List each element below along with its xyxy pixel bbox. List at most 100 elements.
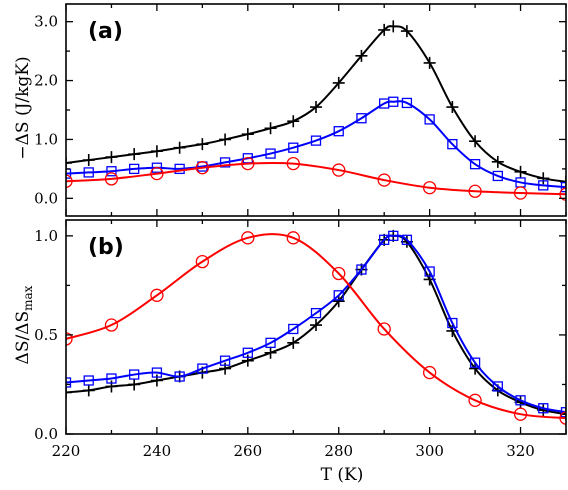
panel-a-y-tick-label-0: 0.0 [34, 189, 58, 207]
panel-a-point-plus-5 [173, 141, 186, 154]
panel-b-x-tick-label-0: 220 [52, 442, 81, 460]
panel-a-point-plus-15 [387, 20, 400, 33]
panel-b-point-square-9 [265, 337, 276, 349]
panel-b-point-square-5 [174, 371, 185, 382]
panel-b: 0.0 0.5 1.0 220 240 260 280 300 320 (b) ΔS/ΔSmax… [13, 219, 567, 485]
panel-a-point-square-11 [310, 135, 322, 146]
panel-b-series-circle [66, 231, 566, 425]
panel-a-point-plus-13 [355, 49, 368, 62]
panel-a-y-axis-title: −ΔS (J/kgK) [13, 56, 33, 159]
panel-a-point-plus-14 [378, 23, 391, 36]
panel-b-point-plus-3 [128, 378, 141, 391]
panel-a: 0.0 1.0 2.0 3.0 (a) −ΔS (J/kgK) [13, 3, 567, 217]
panel-b-y-tick-label-0: 0.0 [34, 425, 58, 443]
panel-a-point-plus-19 [469, 135, 482, 148]
panel-a-point-square-18 [447, 139, 458, 150]
panel-b-point-square-21 [515, 395, 526, 406]
panel-a-point-plus-8 [241, 128, 254, 141]
panel-b-point-square-4 [151, 367, 163, 378]
panel-b-point-plus-12 [332, 295, 345, 308]
panel-a-point-square-5 [174, 163, 185, 175]
panel-b-series-square [66, 230, 566, 418]
panel-a-point-square-7 [219, 157, 231, 168]
panel-b-frame [65, 219, 567, 435]
panel-a-point-square-12 [333, 126, 344, 137]
panel-a-point-plus-21 [514, 165, 527, 178]
panel-b-plot-area: 0.0 0.5 1.0 220 240 260 280 300 320 [34, 219, 567, 460]
panel-a-point-square-22 [538, 180, 549, 191]
panel-a-point-circle-8 [422, 181, 437, 195]
panel-b-x-tick-label-3: 280 [324, 442, 353, 460]
panel-b-x-tick-label-4: 300 [415, 442, 444, 460]
panel-a-point-plus-17 [423, 56, 436, 69]
panel-a-point-plus-18 [446, 101, 459, 114]
panel-b-point-square-23 [560, 407, 566, 418]
panel-a-point-plus-0 [66, 157, 72, 169]
panel-b-point-circle-6 [332, 266, 346, 281]
panel-a-point-circle-1 [104, 172, 119, 186]
panel-b-x-tick-label-2: 260 [233, 442, 262, 460]
panel-a-point-square-9 [265, 148, 276, 159]
panel-a-point-square-15 [388, 96, 399, 107]
panel-b-point-square-11 [310, 307, 322, 319]
panel-b-line-square [66, 234, 566, 414]
panel-b-y-axis-title-main: ΔS/ΔS [13, 311, 33, 365]
panel-b-point-circle-11 [559, 411, 566, 425]
panel-a-point-circle-6 [332, 163, 346, 177]
panel-a-point-plus-7 [219, 133, 232, 146]
panel-a-point-square-19 [469, 159, 481, 170]
panel-a-point-circle-3 [195, 161, 210, 175]
panel-a-series-square [66, 96, 566, 193]
panel-b-point-circle-9 [468, 393, 482, 407]
panel-b-point-square-3 [129, 369, 140, 380]
panel-b-point-plus-1 [82, 384, 95, 397]
x-axis-title: T (K) [321, 465, 364, 485]
panel-a-y-tick-label-2: 2.0 [34, 72, 58, 90]
panel-a-point-square-20 [492, 170, 503, 182]
panel-b-y-axis-title-sub: max [21, 285, 35, 311]
panel-a-point-circle-0 [66, 174, 73, 188]
panel-b-y-tick-label-1: 0.5 [34, 326, 58, 344]
panel-a-series-plus [66, 20, 566, 188]
panel-a-point-circle-10 [513, 186, 528, 200]
panel-a-point-square-0 [66, 168, 72, 179]
panel-b-point-plus-9 [264, 346, 277, 359]
panel-a-point-square-17 [424, 114, 435, 125]
panel-b-point-circle-0 [66, 332, 73, 346]
panel-b-point-circle-2 [150, 288, 164, 302]
panel-b-point-circle-7 [377, 322, 391, 336]
panel-a-line-square [66, 100, 566, 189]
panel-b-point-square-22 [538, 403, 549, 414]
panel-b-point-square-13 [356, 264, 367, 275]
panel-b-point-square-0 [66, 377, 72, 388]
panel-a-line-circle [66, 161, 566, 196]
panel-a-y-tick-label-1: 1.0 [34, 130, 58, 148]
panel-a-point-square-1 [83, 167, 94, 178]
panel-b-y-axis-title: ΔS/ΔSmax [13, 285, 35, 364]
panel-b-point-square-7 [219, 355, 231, 366]
panel-a-plot-area: 0.0 1.0 2.0 3.0 [34, 3, 567, 217]
panel-b-point-plus-10 [287, 336, 300, 349]
panel-a-series-circle [66, 156, 566, 201]
panel-a-point-plus-22 [537, 172, 550, 185]
panel-a-point-square-23 [560, 181, 566, 193]
panel-a-point-circle-9 [468, 184, 482, 198]
panel-b-point-circle-3 [195, 254, 210, 269]
panel-a-point-plus-4 [150, 145, 163, 158]
panel-a-point-circle-7 [377, 173, 391, 187]
panel-b-point-square-15 [388, 230, 399, 242]
panel-b-point-square-12 [333, 290, 344, 301]
panel-b-point-plus-11 [310, 319, 322, 332]
panel-b-y-tick-label-2: 1.0 [34, 227, 58, 245]
panel-a-point-square-2 [106, 166, 117, 177]
panel-b-point-square-6 [197, 363, 208, 374]
panel-a-point-plus-10 [287, 115, 300, 128]
panel-a-point-plus-11 [310, 101, 322, 114]
panel-b-point-square-18 [447, 317, 458, 329]
panel-a-point-plus-23 [560, 175, 566, 188]
panel-a-point-plus-6 [196, 138, 209, 151]
panel-a-point-circle-5 [286, 156, 300, 171]
panel-b-point-square-20 [492, 381, 503, 392]
panel-a-point-square-4 [151, 162, 163, 173]
